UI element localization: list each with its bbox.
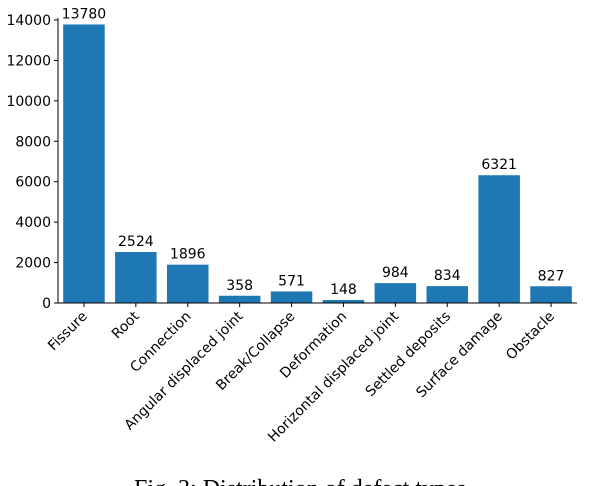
caption: Fig. 3: Distribution of defect types <box>134 476 466 486</box>
y-tick-label: 2000 <box>15 256 51 272</box>
y-tick-label: 0 <box>42 296 51 312</box>
bar <box>426 286 469 303</box>
value-label: 6321 <box>481 157 517 173</box>
bar <box>530 286 572 303</box>
bar <box>374 283 417 303</box>
y-tick-label: 4000 <box>15 215 51 231</box>
bar <box>115 251 157 303</box>
bar <box>218 295 261 303</box>
bar <box>63 24 105 303</box>
bar <box>166 264 209 303</box>
value-label: 13780 <box>62 6 107 22</box>
x-tick-label: Obstacle <box>503 309 558 364</box>
value-label: 827 <box>538 268 565 284</box>
value-label: 984 <box>382 265 409 281</box>
y-tick-label: 14000 <box>6 13 51 29</box>
value-label: 148 <box>330 282 357 298</box>
y-tick-label: 12000 <box>6 53 51 69</box>
bar <box>478 175 520 303</box>
y-tick-label: 10000 <box>6 94 51 110</box>
y-tick-label: 8000 <box>15 134 51 150</box>
value-label: 571 <box>278 273 305 289</box>
value-label: 358 <box>226 278 253 294</box>
x-tick-label: Fissure <box>45 309 91 355</box>
value-label: 2524 <box>118 234 154 250</box>
x-tick-label: Surface damage <box>413 309 506 402</box>
y-tick-label: 6000 <box>15 175 51 191</box>
value-label: 1896 <box>170 247 206 263</box>
bar <box>322 300 365 303</box>
x-tick-label: Root <box>109 308 143 342</box>
bar <box>270 291 313 303</box>
value-label: 834 <box>434 268 461 284</box>
